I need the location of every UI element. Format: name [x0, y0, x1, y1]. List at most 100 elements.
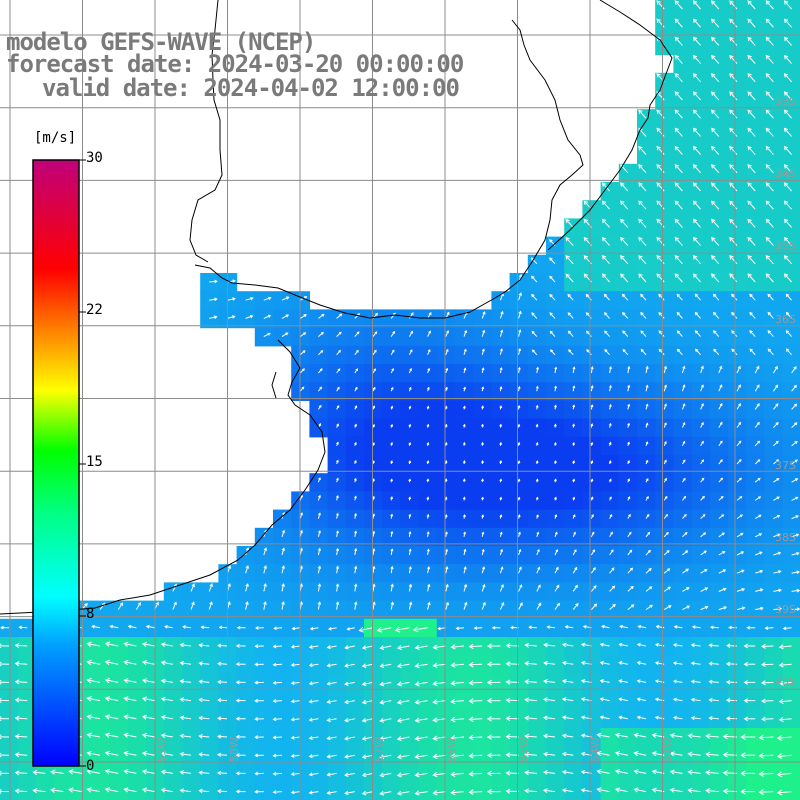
wind-cell — [400, 418, 420, 438]
wind-vector — [791, 366, 797, 374]
wind-vector-head — [463, 583, 468, 588]
wind-vector-head — [14, 733, 20, 740]
wind-vector-head — [647, 549, 651, 553]
wind-vector — [693, 273, 701, 283]
wind-vector-head — [760, 606, 764, 611]
wind-cell — [600, 709, 620, 729]
wind-vector-head — [272, 680, 277, 685]
wind-vector-head — [160, 660, 166, 666]
wind-vector-head — [627, 403, 631, 407]
wind-vector — [408, 566, 412, 574]
wind-vector-head — [318, 423, 322, 426]
wind-cell — [345, 600, 365, 620]
wind-vector — [562, 662, 574, 665]
wind-vector-head — [179, 697, 185, 702]
wind-vector-head — [565, 218, 570, 224]
wind-vector-head — [701, 459, 704, 463]
wind-cell — [327, 473, 347, 492]
wind-vector — [217, 754, 228, 756]
wind-vector — [309, 718, 319, 721]
wind-vector-head — [198, 697, 203, 703]
wind-vector-head — [582, 625, 587, 629]
wind-cell — [473, 637, 492, 656]
lat-label: 40S — [775, 675, 796, 688]
wind-vector-head — [747, 145, 752, 151]
wind-cell — [655, 418, 674, 438]
wind-vector-head — [601, 182, 607, 187]
wind-cell — [273, 673, 292, 693]
wind-vector-head — [795, 496, 799, 500]
wind-vector-head — [412, 626, 419, 633]
wind-vector — [531, 312, 538, 319]
wind-vector — [597, 734, 610, 738]
wind-vector-head — [14, 697, 20, 703]
wind-vector — [773, 552, 781, 556]
wind-vector — [105, 752, 119, 756]
wind-cell — [400, 746, 420, 765]
wind-vector-head — [738, 440, 742, 444]
wind-vector — [620, 200, 629, 210]
wind-vector-head — [198, 770, 203, 775]
wind-cell — [345, 673, 365, 693]
wind-vector-head — [179, 751, 185, 757]
wind-cell — [655, 527, 674, 547]
wind-vector-head — [455, 626, 460, 631]
wind-vector-head — [235, 698, 240, 703]
wind-vector-head — [711, 91, 716, 96]
wind-vector — [600, 643, 610, 647]
wind-cell — [345, 527, 365, 547]
wind-vector-head — [141, 732, 147, 738]
wind-vector — [784, 37, 792, 46]
wind-vector — [217, 735, 228, 738]
wind-cell — [691, 0, 711, 19]
wind-vector-head — [656, 182, 661, 187]
wind-vector-head — [601, 255, 607, 260]
wind-cell — [291, 691, 310, 711]
wind-cell — [618, 746, 638, 765]
wind-cell — [546, 564, 565, 583]
wind-cell — [254, 564, 274, 583]
wind-cell — [782, 418, 800, 438]
wind-vector-head — [761, 662, 766, 668]
wind-vector — [656, 219, 665, 228]
wind-cell — [691, 218, 711, 238]
wind-cell — [527, 582, 547, 602]
wind-vector — [656, 0, 665, 10]
wind-vector-head — [620, 273, 625, 278]
wind-vector — [51, 771, 64, 774]
wind-vector-head — [535, 385, 539, 389]
wind-vector-head — [408, 460, 412, 464]
wind-vector — [562, 753, 574, 756]
wind-vector — [773, 496, 780, 501]
wind-vector — [634, 734, 647, 738]
wind-vector — [263, 315, 271, 319]
wind-cell — [400, 382, 420, 401]
wind-vector-head — [263, 547, 268, 551]
wind-vector — [784, 109, 792, 119]
wind-vector-head — [326, 736, 331, 741]
wind-vector-head — [719, 440, 723, 444]
wind-vector — [638, 200, 647, 210]
wind-vector-head — [591, 514, 594, 517]
wind-vector-head — [628, 531, 632, 535]
wind-vector-head — [426, 441, 430, 445]
wind-vector-head — [549, 312, 553, 316]
wind-vector — [620, 182, 629, 192]
wind-cell — [436, 491, 456, 511]
wind-cell — [564, 728, 583, 747]
wind-vector-head — [765, 255, 771, 260]
wind-vector-head — [778, 644, 784, 650]
wind-cell — [527, 618, 547, 638]
wind-vector-head — [319, 368, 323, 371]
wind-cell — [418, 691, 438, 711]
wind-vector-head — [725, 716, 731, 721]
wind-vector — [627, 567, 633, 574]
wind-vector-head — [722, 770, 728, 776]
wind-cell — [691, 618, 711, 638]
wind-vector-head — [0, 697, 2, 703]
wind-cell — [691, 782, 711, 800]
wind-cell — [436, 418, 456, 438]
wind-vector-head — [372, 423, 375, 427]
wind-vector — [682, 605, 690, 611]
wind-vector — [105, 661, 119, 665]
